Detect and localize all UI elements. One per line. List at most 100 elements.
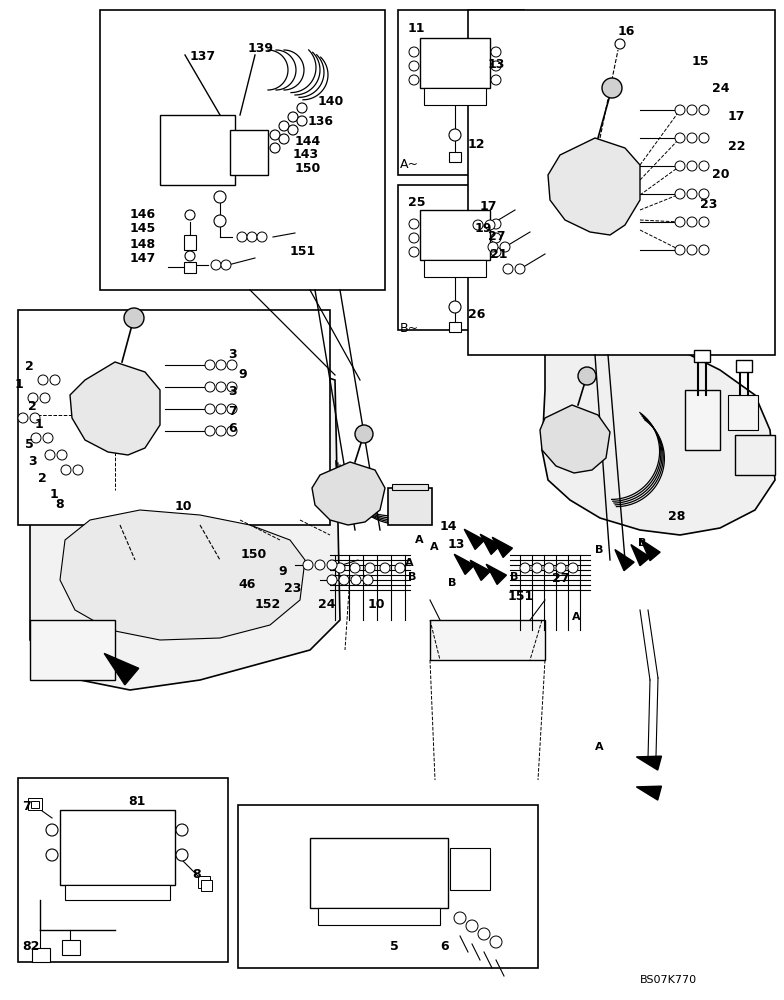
Text: BS07K770: BS07K770 xyxy=(640,975,697,985)
Bar xyxy=(735,435,775,475)
Circle shape xyxy=(473,220,483,230)
Bar xyxy=(685,390,720,450)
Text: 5: 5 xyxy=(390,940,399,953)
Bar xyxy=(230,130,268,175)
Bar xyxy=(310,838,448,908)
Circle shape xyxy=(43,433,53,443)
Text: 143: 143 xyxy=(293,148,319,161)
Bar xyxy=(430,620,545,660)
Circle shape xyxy=(699,161,709,171)
Text: 150: 150 xyxy=(241,548,267,561)
Text: 3: 3 xyxy=(28,455,37,468)
Circle shape xyxy=(270,130,280,140)
Circle shape xyxy=(687,161,697,171)
Text: 81: 81 xyxy=(128,795,145,808)
Text: 2: 2 xyxy=(25,360,34,373)
Circle shape xyxy=(515,264,525,274)
Text: 145: 145 xyxy=(130,222,156,235)
Polygon shape xyxy=(454,554,474,574)
Circle shape xyxy=(351,575,361,585)
Circle shape xyxy=(18,413,28,423)
Circle shape xyxy=(520,563,530,573)
Circle shape xyxy=(257,232,267,242)
Text: 148: 148 xyxy=(130,238,156,251)
Circle shape xyxy=(279,121,289,131)
Text: 13: 13 xyxy=(488,58,506,71)
Polygon shape xyxy=(542,335,775,535)
Circle shape xyxy=(205,404,215,414)
Bar xyxy=(198,876,210,888)
Polygon shape xyxy=(637,786,662,800)
Circle shape xyxy=(279,134,289,144)
Text: B: B xyxy=(595,545,604,555)
Text: 27: 27 xyxy=(552,572,569,585)
Polygon shape xyxy=(637,756,662,770)
Bar xyxy=(65,885,170,900)
Circle shape xyxy=(532,563,542,573)
Circle shape xyxy=(687,245,697,255)
Text: 28: 28 xyxy=(668,510,685,523)
Circle shape xyxy=(675,161,685,171)
Circle shape xyxy=(699,133,709,143)
Circle shape xyxy=(221,260,231,270)
Circle shape xyxy=(687,105,697,115)
Circle shape xyxy=(500,242,510,252)
Circle shape xyxy=(578,367,596,385)
Circle shape xyxy=(227,426,237,436)
Bar xyxy=(238,805,538,968)
Circle shape xyxy=(544,563,554,573)
Circle shape xyxy=(380,563,390,573)
Circle shape xyxy=(270,143,280,153)
Text: 23: 23 xyxy=(284,582,301,595)
Text: 3: 3 xyxy=(228,385,237,398)
Circle shape xyxy=(365,563,375,573)
Text: 12: 12 xyxy=(468,138,485,151)
Circle shape xyxy=(40,393,50,403)
Circle shape xyxy=(205,382,215,392)
Text: 8: 8 xyxy=(55,498,64,511)
Circle shape xyxy=(31,433,41,443)
Circle shape xyxy=(491,233,501,243)
Text: 19: 19 xyxy=(475,222,492,235)
Circle shape xyxy=(478,928,490,940)
Polygon shape xyxy=(486,564,506,584)
Circle shape xyxy=(216,426,226,436)
Bar xyxy=(398,185,524,330)
Bar xyxy=(424,88,486,105)
Text: 10: 10 xyxy=(175,500,193,513)
Bar xyxy=(450,848,490,890)
Polygon shape xyxy=(104,653,139,685)
Text: 150: 150 xyxy=(295,162,321,175)
Circle shape xyxy=(491,61,501,71)
Circle shape xyxy=(211,260,221,270)
Text: 1: 1 xyxy=(50,488,59,501)
Circle shape xyxy=(237,232,247,242)
Circle shape xyxy=(185,210,195,220)
Bar xyxy=(318,908,440,925)
Circle shape xyxy=(615,39,625,49)
Circle shape xyxy=(556,563,566,573)
Text: 146: 146 xyxy=(130,208,156,221)
Circle shape xyxy=(297,116,307,126)
Circle shape xyxy=(315,560,325,570)
Circle shape xyxy=(491,219,501,229)
Polygon shape xyxy=(60,510,305,640)
Text: A: A xyxy=(572,612,581,622)
Text: 7: 7 xyxy=(228,405,237,418)
Text: A: A xyxy=(405,558,414,568)
Text: 140: 140 xyxy=(318,95,344,108)
Text: 24: 24 xyxy=(318,598,336,611)
Bar xyxy=(62,940,80,955)
Circle shape xyxy=(454,912,466,924)
Polygon shape xyxy=(641,540,660,561)
Circle shape xyxy=(46,849,58,861)
Circle shape xyxy=(61,465,71,475)
Circle shape xyxy=(409,47,419,57)
Text: 144: 144 xyxy=(295,135,321,148)
Text: B~: B~ xyxy=(400,322,419,335)
Circle shape xyxy=(675,133,685,143)
Bar xyxy=(392,484,428,490)
Text: 24: 24 xyxy=(712,82,729,95)
Text: 139: 139 xyxy=(248,42,274,55)
Circle shape xyxy=(485,220,495,230)
